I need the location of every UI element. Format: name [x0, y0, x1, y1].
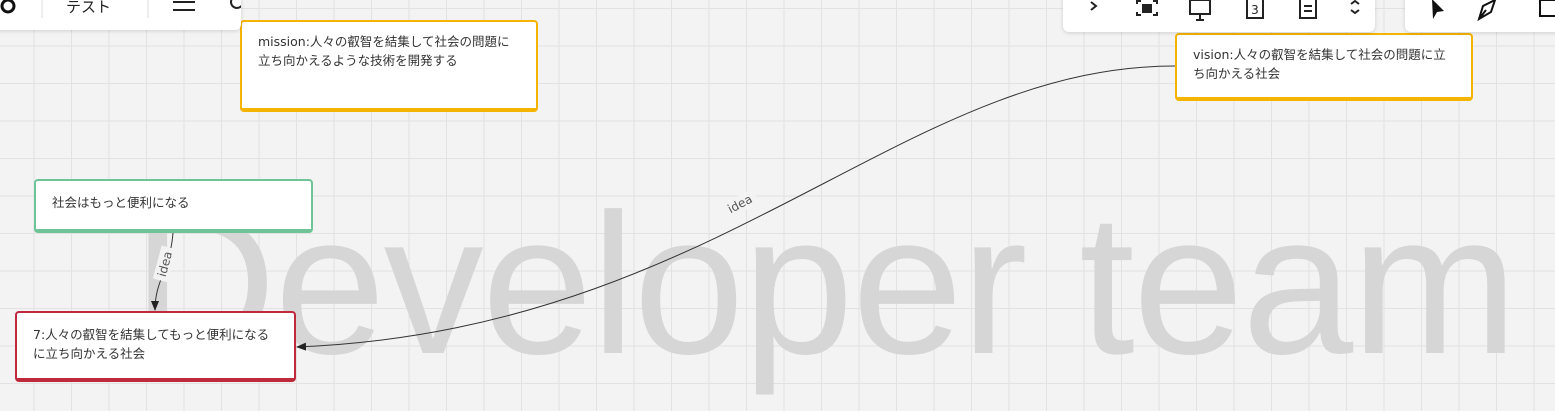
timer-button[interactable]: 3 [1246, 0, 1264, 19]
board-name[interactable]: テスト [66, 0, 112, 16]
svg-text:3: 3 [1251, 3, 1259, 17]
card-text: vision:人々の叡智を結集して社会の問題に立ち向かえる社会 [1193, 47, 1446, 81]
sticky-card[interactable]: vision:人々の叡智を結集して社会の問題に立ち向かえる社会 [1175, 33, 1473, 101]
comment-tool[interactable] [1539, 0, 1555, 17]
label-bg [152, 245, 177, 283]
sticky-card[interactable]: 7:人々の叡智を結集してもっと便利になるに立ち向かえる社会 [15, 311, 296, 382]
toolbar-icons [0, 0, 241, 18]
collapse-button[interactable] [1090, 1, 1098, 11]
card-text: 社会はもっと便利になる [52, 195, 190, 210]
logo[interactable] [0, 0, 16, 14]
watermark: Developer team [132, 173, 1518, 396]
toolbar-icons: 3 [1090, 0, 1360, 21]
select-tool[interactable] [1432, 0, 1444, 19]
card-text: 7:人々の叡智を結集してもっと便利になるに立ち向かえる社会 [33, 327, 270, 361]
more-button[interactable] [1350, 0, 1360, 15]
notes-button[interactable] [1299, 0, 1317, 19]
connector-label: idea [155, 250, 175, 278]
menu-button[interactable] [173, 1, 195, 11]
connector[interactable] [296, 65, 1176, 351]
toolbar-icons [1432, 0, 1555, 22]
search-button[interactable] [230, 0, 241, 12]
card-text: mission:人々の叡智を結集して社会の問題に立ち向かえるような技術を開発する [258, 34, 510, 68]
pen-tool[interactable] [1477, 0, 1497, 22]
present-button[interactable] [1189, 0, 1211, 21]
top-right-toolbar: 3 [1063, 0, 1375, 32]
top-left-toolbar: テスト [0, 0, 241, 30]
frame-button[interactable] [1136, 0, 1158, 16]
sticky-card[interactable]: mission:人々の叡智を結集して社会の問題に立ち向かえるような技術を開発する [240, 20, 538, 112]
label-bg [720, 188, 760, 220]
sticky-card[interactable]: 社会はもっと便利になる [34, 179, 313, 233]
tools-toolbar [1405, 0, 1555, 32]
